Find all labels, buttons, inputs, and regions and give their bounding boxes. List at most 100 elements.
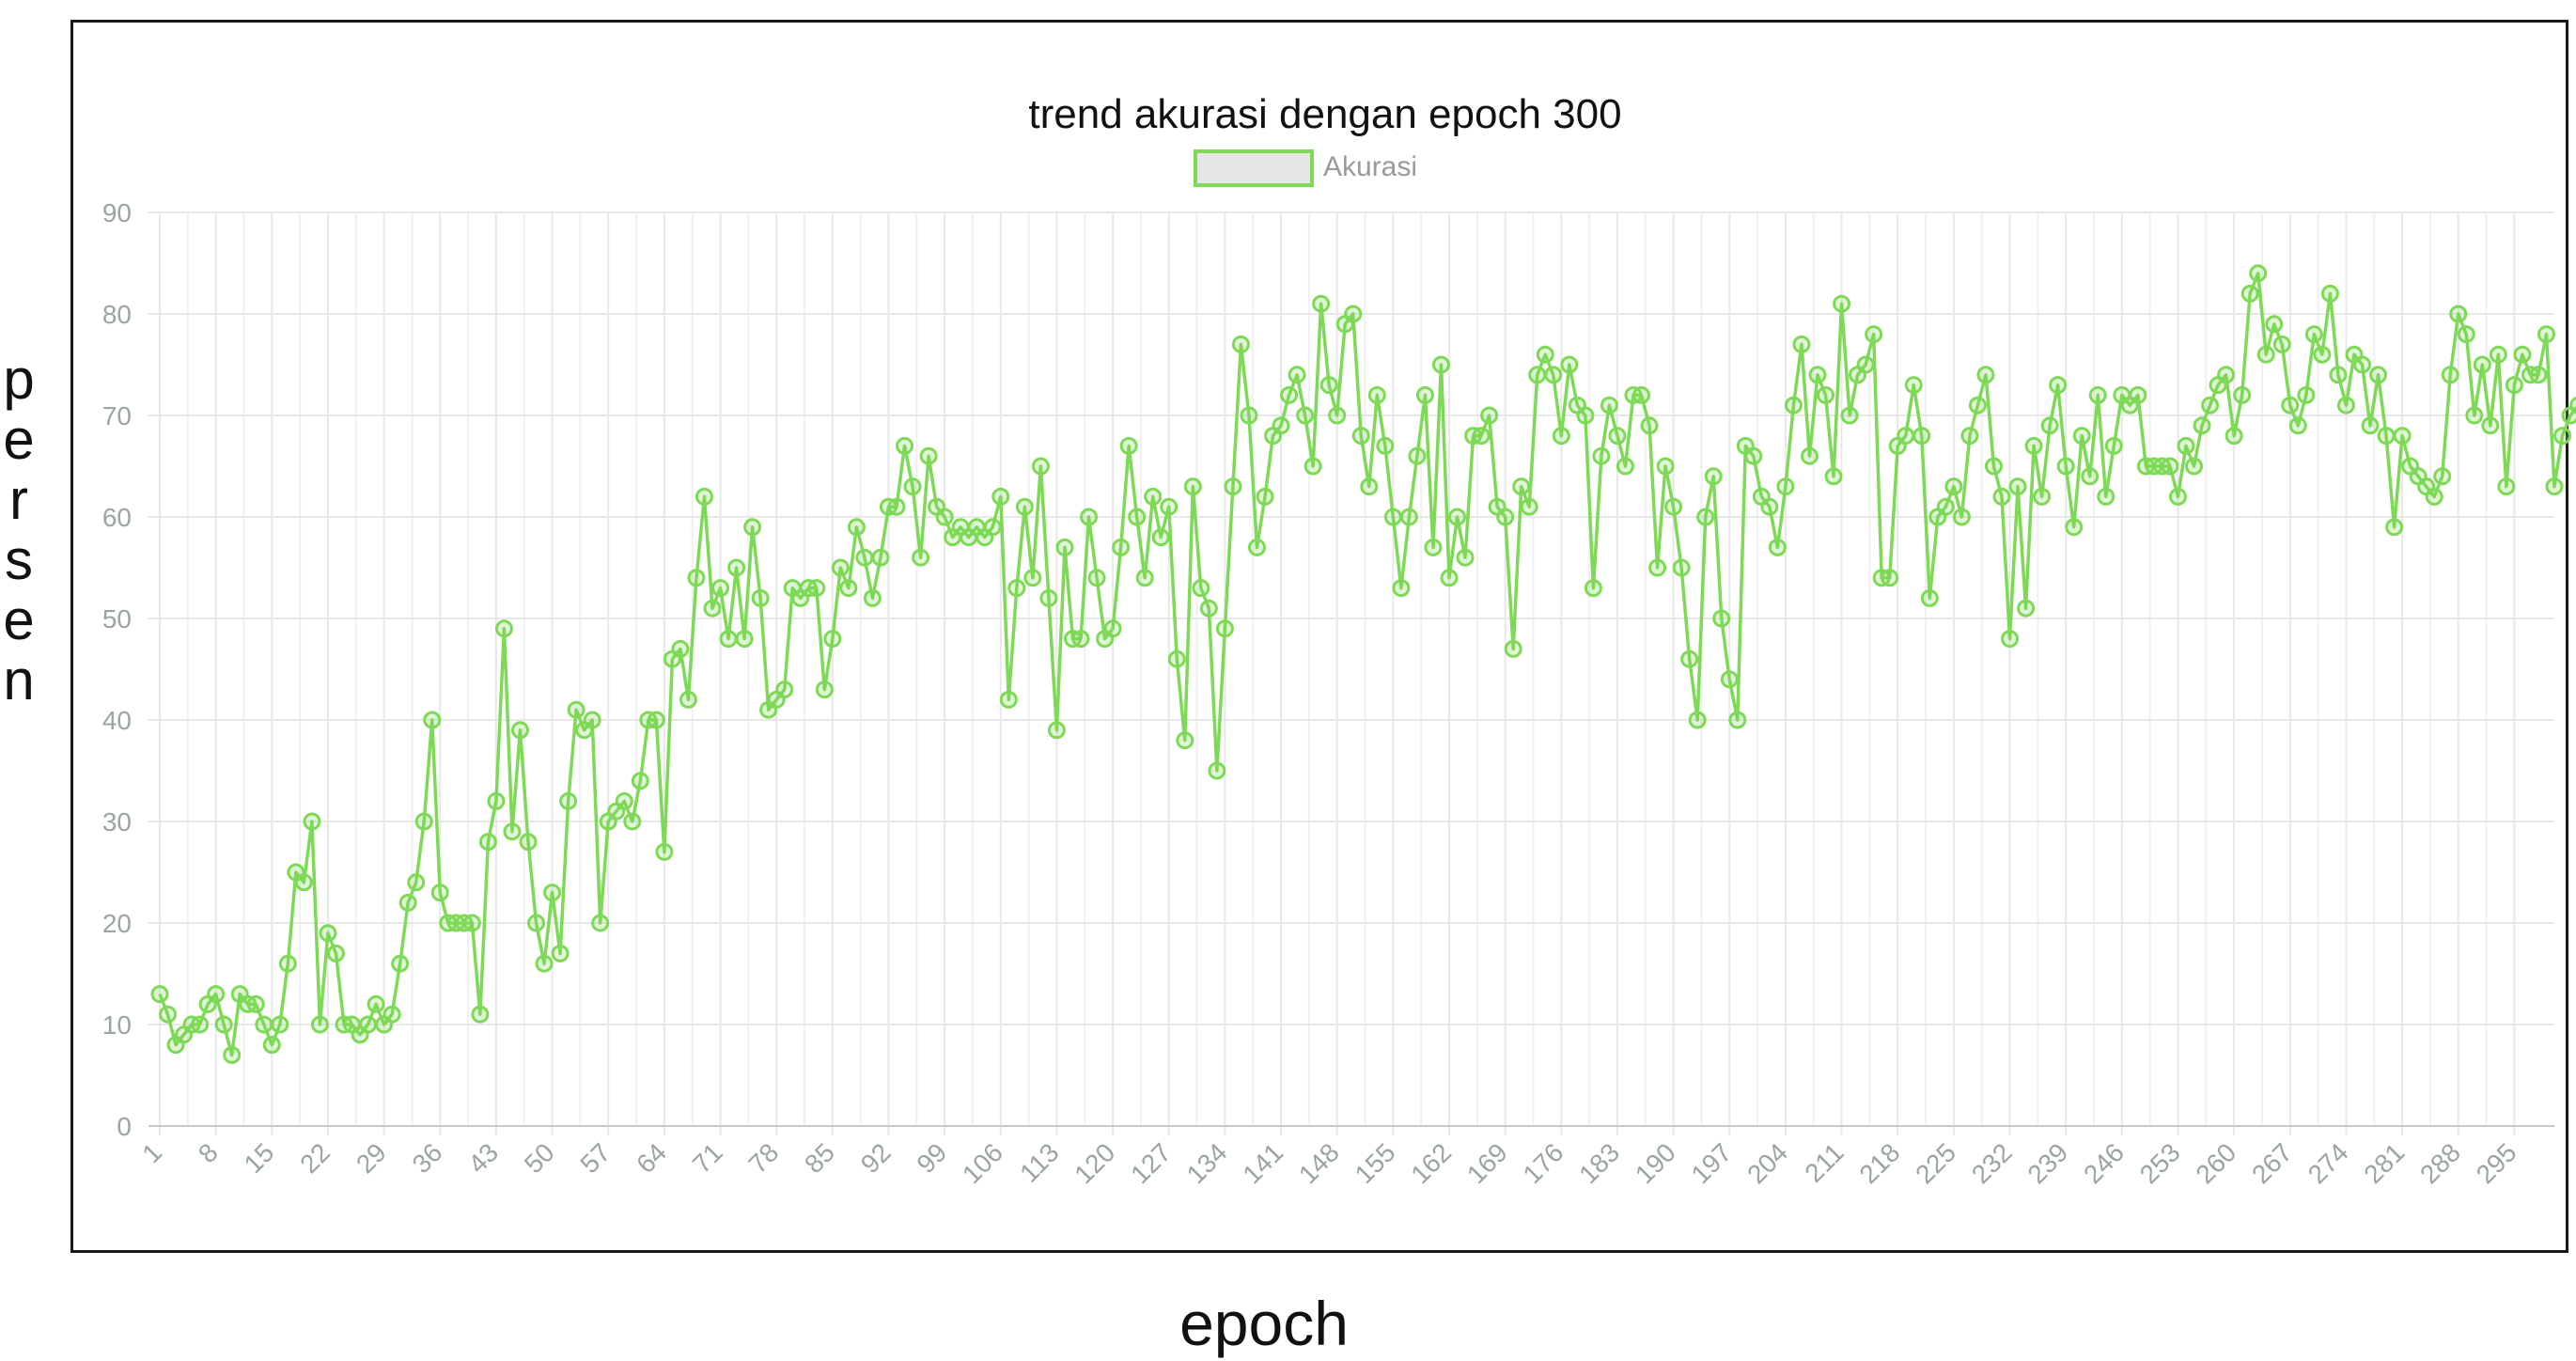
data-point[interactable] <box>1744 446 1763 465</box>
data-point[interactable] <box>2457 325 2475 344</box>
data-point[interactable] <box>1240 406 1258 425</box>
data-point[interactable] <box>1071 630 1090 649</box>
data-point[interactable] <box>1344 305 1363 323</box>
data-point[interactable] <box>1865 325 1883 344</box>
data-point[interactable] <box>214 1015 233 1034</box>
data-point[interactable] <box>1840 406 1859 425</box>
data-point[interactable] <box>1392 579 1411 598</box>
data-point[interactable] <box>1760 497 1779 516</box>
data-point[interactable] <box>1817 385 1835 404</box>
data-point[interactable] <box>1112 538 1131 556</box>
data-point[interactable] <box>2281 396 2300 415</box>
data-point[interactable] <box>1015 497 1034 516</box>
data-point[interactable] <box>2377 427 2396 446</box>
data-point[interactable] <box>1119 436 1138 455</box>
data-point[interactable] <box>1160 497 1179 516</box>
data-point[interactable] <box>1824 467 1843 486</box>
data-point[interactable] <box>1968 396 1987 415</box>
data-point[interactable] <box>382 1005 401 1024</box>
data-point[interactable] <box>2177 436 2195 455</box>
data-point[interactable] <box>519 833 538 852</box>
data-point[interactable] <box>591 914 610 932</box>
data-point[interactable] <box>2088 385 2107 404</box>
data-point[interactable] <box>2024 436 2043 455</box>
legend[interactable]: Akurasi <box>1194 149 1417 187</box>
data-point[interactable] <box>1544 366 1563 384</box>
data-point[interactable] <box>687 569 706 587</box>
data-point[interactable] <box>2481 416 2500 435</box>
data-point[interactable] <box>839 579 858 598</box>
data-point[interactable] <box>2240 284 2259 303</box>
data-point[interactable] <box>326 944 345 962</box>
data-point[interactable] <box>1408 446 1427 465</box>
data-point[interactable] <box>1103 619 1122 638</box>
data-point[interactable] <box>719 630 738 649</box>
data-point[interactable] <box>1616 457 1634 476</box>
data-point[interactable] <box>1256 487 1274 506</box>
data-point[interactable] <box>1552 427 1570 446</box>
data-point[interactable] <box>1504 639 1522 658</box>
data-point[interactable] <box>2329 366 2348 384</box>
data-point[interactable] <box>655 842 674 861</box>
data-point[interactable] <box>1208 761 1226 780</box>
data-point[interactable] <box>567 700 585 719</box>
data-point[interactable] <box>271 1015 289 1034</box>
data-point[interactable] <box>2553 427 2572 446</box>
data-point[interactable] <box>1784 396 1803 415</box>
data-point[interactable] <box>1080 508 1099 526</box>
data-point[interactable] <box>1632 385 1651 404</box>
data-point[interactable] <box>1496 508 1515 526</box>
data-point[interactable] <box>1039 588 1058 607</box>
data-point[interactable] <box>1800 446 1819 465</box>
data-point[interactable] <box>647 711 665 729</box>
data-point[interactable] <box>319 924 337 943</box>
data-point[interactable] <box>1640 416 1659 435</box>
data-point[interactable] <box>2168 487 2187 506</box>
data-point[interactable] <box>919 446 938 465</box>
data-point[interactable] <box>1712 609 1731 628</box>
data-point[interactable] <box>1047 721 1066 740</box>
data-point[interactable] <box>1672 558 1691 577</box>
data-point[interactable] <box>775 680 794 699</box>
data-point[interactable] <box>1520 497 1538 516</box>
data-point[interactable] <box>150 985 169 1004</box>
data-point[interactable] <box>2008 477 2027 496</box>
data-point[interactable] <box>1304 457 1322 476</box>
data-point[interactable] <box>1560 355 1579 374</box>
data-point[interactable] <box>735 630 754 649</box>
data-point[interactable] <box>2129 385 2147 404</box>
data-point[interactable] <box>855 548 874 567</box>
data-point[interactable] <box>294 873 313 892</box>
data-point[interactable] <box>1792 335 1811 353</box>
data-point[interactable] <box>1576 406 1595 425</box>
data-point[interactable] <box>255 1015 273 1034</box>
data-point[interactable] <box>896 436 914 455</box>
data-point[interactable] <box>1167 649 1186 668</box>
data-point[interactable] <box>912 548 930 567</box>
data-point[interactable] <box>1319 376 1338 395</box>
data-point[interactable] <box>695 487 713 506</box>
data-point[interactable] <box>671 639 690 658</box>
data-point[interactable] <box>1456 548 1475 567</box>
data-point[interactable] <box>2497 477 2516 496</box>
data-point[interactable] <box>847 518 866 537</box>
data-point[interactable] <box>711 579 730 598</box>
data-point[interactable] <box>999 690 1018 709</box>
data-point[interactable] <box>1976 366 1995 384</box>
data-point[interactable] <box>1881 569 1899 587</box>
data-point[interactable] <box>430 884 449 902</box>
data-point[interactable] <box>1528 366 1547 384</box>
data-point[interactable] <box>863 588 882 607</box>
data-point[interactable] <box>1952 508 1971 526</box>
data-point[interactable] <box>1144 487 1163 506</box>
data-point[interactable] <box>2313 345 2332 364</box>
data-point[interactable] <box>2249 264 2268 283</box>
data-point[interactable] <box>1424 538 1443 556</box>
data-point[interactable] <box>1592 446 1611 465</box>
data-point[interactable] <box>2385 518 2404 537</box>
data-point[interactable] <box>743 518 762 537</box>
data-point[interactable] <box>2017 599 2036 618</box>
data-point[interactable] <box>623 812 642 831</box>
data-point[interactable] <box>303 812 321 831</box>
data-point[interactable] <box>1280 385 1299 404</box>
